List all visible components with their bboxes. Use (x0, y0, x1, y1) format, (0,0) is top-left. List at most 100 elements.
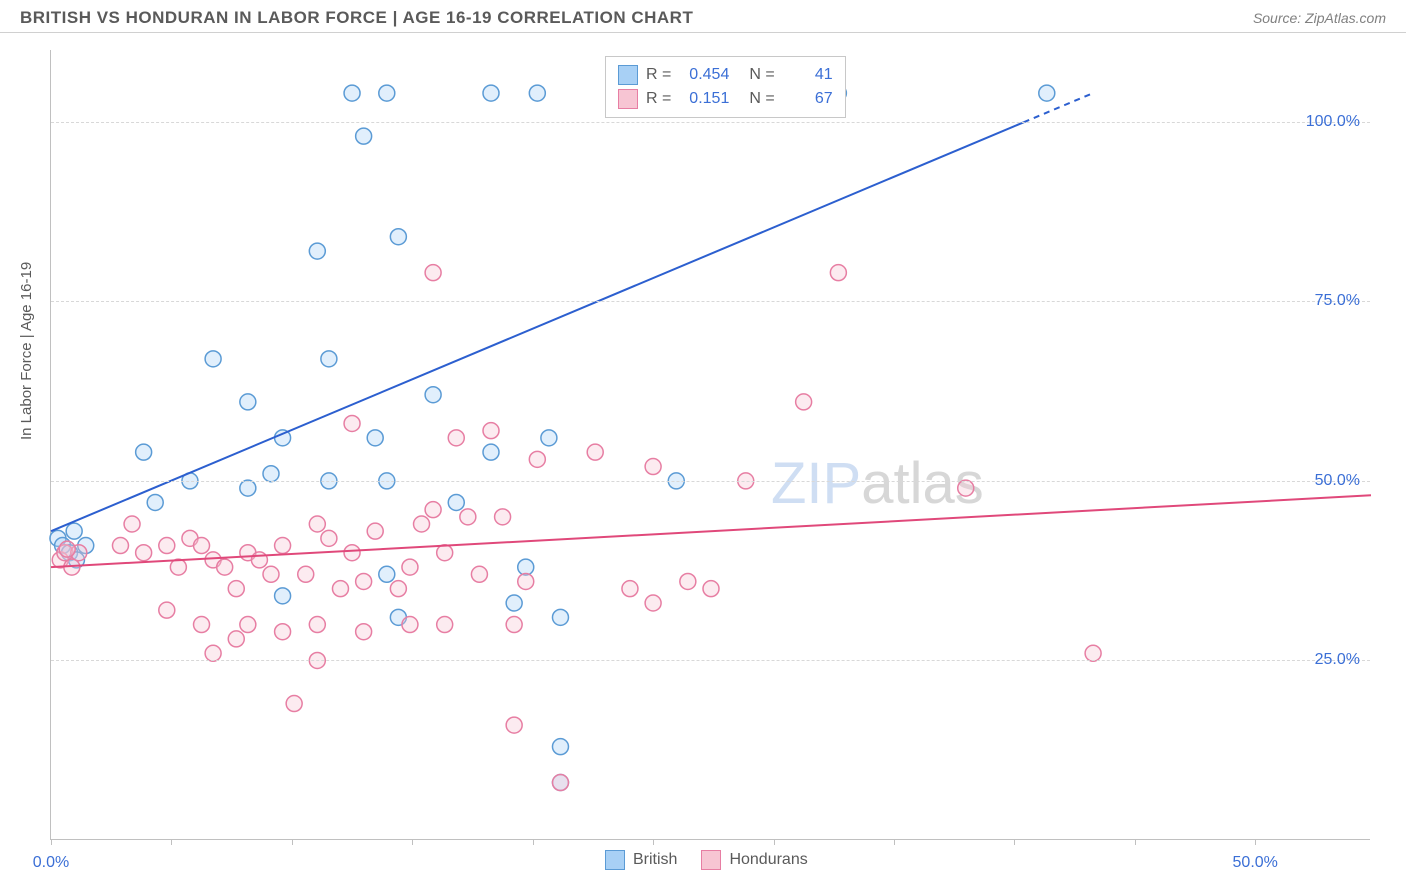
legend-swatch (605, 850, 625, 870)
data-point (321, 351, 337, 367)
data-point (390, 581, 406, 597)
data-point (529, 451, 545, 467)
data-point (390, 229, 406, 245)
gridline (51, 301, 1370, 302)
plot-region: ZIPatlas 25.0%50.0%75.0%100.0%0.0%50.0% (50, 50, 1370, 840)
legend-stats-row: R =0.454N =41 (618, 63, 833, 87)
data-point (59, 541, 75, 557)
source-credit: Source: ZipAtlas.com (1253, 10, 1386, 26)
data-point (402, 617, 418, 633)
data-point (344, 85, 360, 101)
data-point (437, 545, 453, 561)
y-axis-label: In Labor Force | Age 16-19 (18, 262, 35, 440)
x-tick (533, 839, 534, 845)
data-point (275, 538, 291, 554)
data-point (356, 128, 372, 144)
data-point (228, 581, 244, 597)
y-tick-label: 50.0% (1315, 472, 1360, 490)
data-point (332, 581, 348, 597)
data-point (645, 595, 661, 611)
n-value: 67 (783, 87, 833, 111)
data-point (506, 717, 522, 733)
data-point (425, 265, 441, 281)
data-point (379, 566, 395, 582)
legend-swatch (701, 850, 721, 870)
data-point (448, 430, 464, 446)
x-tick (774, 839, 775, 845)
data-point (147, 494, 163, 510)
n-value: 41 (783, 63, 833, 87)
data-point (425, 502, 441, 518)
x-tick (51, 839, 52, 845)
data-point (159, 602, 175, 618)
x-tick (1014, 839, 1015, 845)
data-point (66, 523, 82, 539)
legend-swatch (618, 65, 638, 85)
data-point (240, 617, 256, 633)
data-point (645, 459, 661, 475)
data-point (263, 466, 279, 482)
x-tick (1135, 839, 1136, 845)
data-point (251, 552, 267, 568)
x-tick-label: 50.0% (1233, 854, 1278, 872)
data-point (529, 85, 545, 101)
r-label: R = (646, 63, 671, 87)
data-point (309, 617, 325, 633)
data-point (228, 631, 244, 647)
gridline (51, 122, 1370, 123)
data-point (112, 538, 128, 554)
data-point (1039, 85, 1055, 101)
data-point (344, 415, 360, 431)
data-point (136, 545, 152, 561)
chart-area: ZIPatlas 25.0%50.0%75.0%100.0%0.0%50.0% … (50, 50, 1370, 840)
regression-line (51, 495, 1371, 567)
regression-line-dashed (1024, 93, 1093, 122)
data-point (448, 494, 464, 510)
legend-item: Hondurans (701, 850, 807, 870)
legend-label: British (633, 851, 677, 869)
y-tick-label: 75.0% (1315, 292, 1360, 310)
data-point (356, 624, 372, 640)
data-point (414, 516, 430, 532)
data-point (263, 566, 279, 582)
data-point (367, 523, 383, 539)
chart-svg (51, 50, 1371, 840)
x-tick (1255, 839, 1256, 845)
data-point (495, 509, 511, 525)
data-point (552, 739, 568, 755)
data-point (136, 444, 152, 460)
data-point (483, 444, 499, 460)
x-tick (653, 839, 654, 845)
data-point (379, 85, 395, 101)
data-point (298, 566, 314, 582)
data-point (170, 559, 186, 575)
data-point (1085, 645, 1101, 661)
legend-item: British (605, 850, 677, 870)
data-point (830, 265, 846, 281)
x-tick (412, 839, 413, 845)
data-point (240, 394, 256, 410)
page-title: BRITISH VS HONDURAN IN LABOR FORCE | AGE… (20, 8, 693, 28)
data-point (437, 617, 453, 633)
x-tick (894, 839, 895, 845)
data-point (622, 581, 638, 597)
x-tick (171, 839, 172, 845)
data-point (680, 573, 696, 589)
data-point (367, 430, 383, 446)
regression-line (51, 122, 1024, 531)
r-label: R = (646, 87, 671, 111)
y-tick-label: 100.0% (1306, 113, 1360, 131)
data-point (552, 775, 568, 791)
data-point (460, 509, 476, 525)
data-point (286, 696, 302, 712)
data-point (958, 480, 974, 496)
n-label: N = (749, 87, 774, 111)
data-point (402, 559, 418, 575)
data-point (159, 538, 175, 554)
data-point (518, 559, 534, 575)
data-point (309, 516, 325, 532)
data-point (483, 85, 499, 101)
y-tick-label: 25.0% (1315, 651, 1360, 669)
gridline (51, 481, 1370, 482)
data-point (506, 617, 522, 633)
